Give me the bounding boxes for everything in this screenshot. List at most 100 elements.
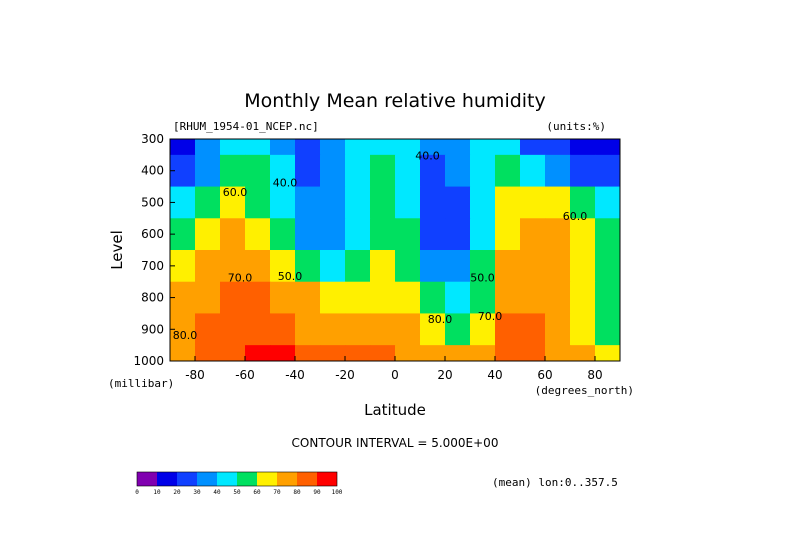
colorbar-tick-label: 60 (253, 489, 261, 496)
heatmap-cell (595, 139, 621, 156)
colorbar-swatch (297, 472, 317, 486)
heatmap-cell (370, 250, 396, 283)
heatmap-cell (445, 154, 471, 188)
heatmap-cell (195, 313, 221, 346)
heatmap-cell (395, 313, 421, 346)
heatmap-cell (345, 218, 371, 251)
heatmap-cell (445, 218, 471, 251)
mean-lon-text: (mean) lon:0..357.5 (492, 476, 618, 489)
heatmap-cell (245, 154, 271, 188)
heatmap-cell (195, 218, 221, 251)
x-tick-label: -40 (285, 368, 305, 382)
contour-label: 70.0 (478, 310, 503, 323)
heatmap-cell (395, 139, 421, 156)
heatmap-cell (595, 218, 621, 251)
heatmap-cell (395, 281, 421, 314)
colorbar-swatch (137, 472, 157, 486)
heatmap-cell (420, 186, 446, 219)
x-tick-label: 0 (391, 368, 399, 382)
heatmap-cell (520, 281, 546, 314)
heatmap-cell (270, 218, 296, 251)
heatmap-cell (595, 281, 621, 314)
heatmap-cell (370, 186, 396, 219)
heatmap-cell (345, 139, 371, 156)
heatmap-cell (495, 345, 521, 362)
contour-label: 60.0 (563, 210, 588, 223)
y-tick-label: 400 (141, 164, 164, 178)
heatmap-cell (395, 250, 421, 283)
x-axis-title: Latitude (364, 401, 426, 419)
heatmap-cell (420, 250, 446, 283)
contour-label: 40.0 (415, 150, 440, 163)
x-tick-label: -80 (185, 368, 205, 382)
heatmap-cell (570, 313, 596, 346)
heatmap-cell (220, 250, 246, 283)
y-tick-label: 800 (141, 291, 164, 305)
heatmap-cell (270, 281, 296, 314)
y-axis-unit: (millibar) (108, 377, 174, 390)
heatmap-cell (570, 281, 596, 314)
heatmap-cell (595, 345, 621, 362)
heatmap-cell (495, 250, 521, 283)
colorbar-swatch (197, 472, 217, 486)
contour-label: 70.0 (228, 272, 253, 285)
colorbar-tick-label: 20 (173, 489, 181, 496)
heatmap-cell (245, 250, 271, 283)
x-tick-label: 60 (537, 368, 552, 382)
heatmap-cell (395, 186, 421, 219)
y-axis-title: Level (108, 230, 126, 270)
y-tick-label: 600 (141, 227, 164, 241)
heatmap-cell (220, 218, 246, 251)
heatmap-cell (445, 313, 471, 346)
heatmap-cell (320, 186, 346, 219)
x-tick-label: 80 (587, 368, 602, 382)
heatmap-cell (495, 218, 521, 251)
heatmap-cell (270, 139, 296, 156)
heatmap-cell (270, 345, 296, 362)
y-tick-label: 500 (141, 195, 164, 209)
heatmap-cell (545, 313, 571, 346)
heatmap-cell (170, 345, 196, 362)
units-label: (units:%) (546, 120, 606, 133)
colorbar-frame (136, 471, 338, 487)
colorbar-tick-label: 80 (293, 489, 301, 496)
y-tick-label: 700 (141, 259, 164, 273)
heatmap-cell (295, 281, 321, 314)
heatmap-cell (545, 218, 571, 251)
heatmap-cell (495, 313, 521, 346)
contour-interval-text: CONTOUR INTERVAL = 5.000E+00 (292, 436, 499, 450)
colorbar-tick-label: 40 (213, 489, 221, 496)
heatmap-cell (195, 281, 221, 314)
heatmap-cell (270, 186, 296, 219)
heatmap-cell (445, 250, 471, 283)
x-tick-label: 40 (487, 368, 502, 382)
heatmap-cell (220, 154, 246, 188)
heatmap-cell (420, 345, 446, 362)
heatmap-cell (320, 250, 346, 283)
heatmap-cell (520, 313, 546, 346)
heatmap-cell (295, 250, 321, 283)
heatmap-cell (220, 345, 246, 362)
heatmap-cell (345, 281, 371, 314)
heatmap-cell (195, 250, 221, 283)
source-label: [RHUM_1954-01_NCEP.nc] (173, 120, 319, 133)
colorbar-swatch (177, 472, 197, 486)
heatmap-cell (220, 186, 246, 219)
heatmap-cell (320, 218, 346, 251)
heatmap-cell (195, 345, 221, 362)
heatmap-cell (495, 186, 521, 219)
colorbar: 0 10 20 30 40 50 60 70 80 90 100 (135, 471, 343, 496)
heatmap-cell (245, 281, 271, 314)
heatmap-cell (545, 281, 571, 314)
heatmap-cell (520, 218, 546, 251)
heatmap-cell (370, 313, 396, 346)
heatmap-cell (445, 345, 471, 362)
heatmap-cell (370, 154, 396, 188)
heatmap-cell (420, 313, 446, 346)
heatmap-cell (220, 281, 246, 314)
colorbar-swatch (317, 472, 337, 486)
heatmap-cell (520, 139, 546, 156)
heatmap-cell (195, 154, 221, 188)
heatmap-cell (420, 281, 446, 314)
colorbar-swatch (277, 472, 297, 486)
